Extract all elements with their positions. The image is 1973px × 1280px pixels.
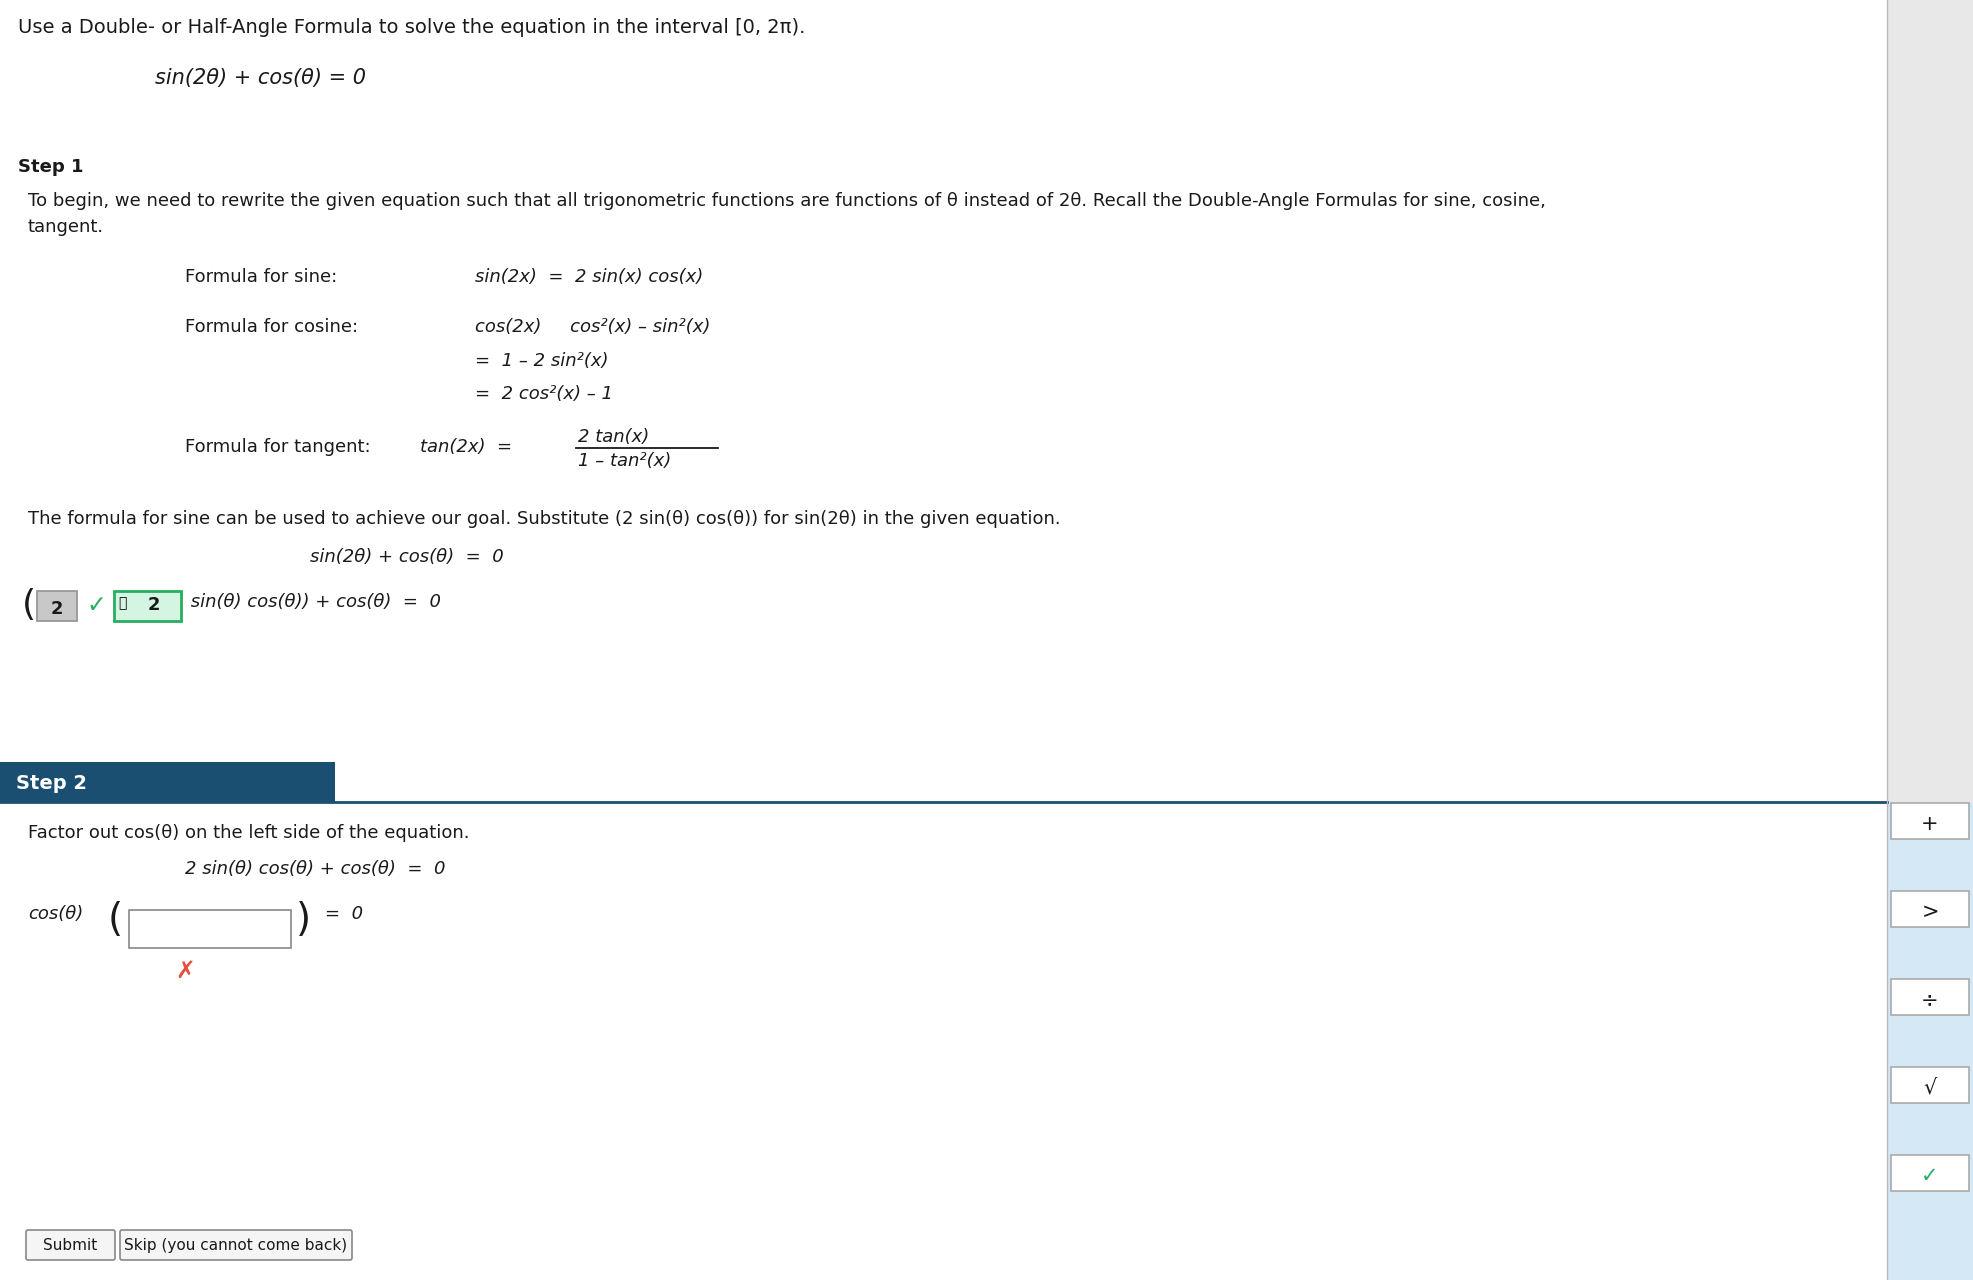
Text: sin(θ) cos(θ)) + cos(θ)  =  0: sin(θ) cos(θ)) + cos(θ) = 0 [185, 593, 440, 611]
FancyBboxPatch shape [114, 591, 182, 621]
FancyBboxPatch shape [1886, 803, 1973, 1280]
Text: 🔑: 🔑 [118, 596, 126, 611]
FancyBboxPatch shape [0, 803, 1886, 1280]
Text: =  0: = 0 [326, 905, 363, 923]
FancyBboxPatch shape [37, 591, 77, 621]
Text: 1 – tan²(x): 1 – tan²(x) [578, 452, 671, 470]
Text: tan(2x)  =: tan(2x) = [420, 438, 511, 456]
Text: 2 sin(θ) cos(θ) + cos(θ)  =  0: 2 sin(θ) cos(θ) + cos(θ) = 0 [185, 860, 446, 878]
FancyBboxPatch shape [1890, 803, 1967, 838]
Text: Formula for cosine:: Formula for cosine: [185, 317, 357, 335]
Text: ✓: ✓ [87, 593, 107, 617]
Text: Submit: Submit [43, 1238, 97, 1253]
FancyBboxPatch shape [120, 1230, 351, 1260]
FancyBboxPatch shape [1890, 1068, 1967, 1103]
Text: sin(2θ) + cos(θ)  =  0: sin(2θ) + cos(θ) = 0 [310, 548, 503, 566]
FancyBboxPatch shape [1886, 0, 1973, 803]
Text: Use a Double- or Half-Angle Formula to solve the equation in the interval [0, 2π: Use a Double- or Half-Angle Formula to s… [18, 18, 805, 37]
Text: ): ) [296, 901, 312, 940]
FancyBboxPatch shape [128, 910, 290, 948]
FancyBboxPatch shape [1890, 979, 1967, 1015]
FancyBboxPatch shape [1890, 891, 1967, 927]
Text: (: ( [22, 588, 36, 622]
Text: Skip (you cannot come back): Skip (you cannot come back) [124, 1238, 347, 1253]
Text: =  2 cos²(x) – 1: = 2 cos²(x) – 1 [475, 385, 614, 403]
FancyBboxPatch shape [26, 1230, 114, 1260]
Text: Step 1: Step 1 [18, 157, 83, 175]
Text: cos(2x)     cos²(x) – sin²(x): cos(2x) cos²(x) – sin²(x) [475, 317, 710, 335]
Text: ✓: ✓ [1920, 1166, 1937, 1187]
Text: Formula for sine:: Formula for sine: [185, 268, 337, 285]
Text: Step 2: Step 2 [16, 774, 87, 794]
Text: To begin, we need to rewrite the given equation such that all trigonometric func: To begin, we need to rewrite the given e… [28, 192, 1545, 210]
Text: =  1 – 2 sin²(x): = 1 – 2 sin²(x) [475, 352, 608, 370]
Text: 2: 2 [148, 596, 160, 614]
Text: >: > [1920, 902, 1937, 922]
Text: cos(θ): cos(θ) [28, 905, 83, 923]
Text: √: √ [1922, 1078, 1936, 1098]
Text: Formula for tangent:: Formula for tangent: [185, 438, 371, 456]
Text: +: + [1920, 814, 1937, 835]
Text: ✗: ✗ [176, 959, 195, 983]
Text: Factor out cos(θ) on the left side of the equation.: Factor out cos(θ) on the left side of th… [28, 824, 470, 842]
Text: sin(2θ) + cos(θ) = 0: sin(2θ) + cos(θ) = 0 [156, 68, 365, 88]
Text: The formula for sine can be used to achieve our goal. Substitute (2 sin(θ) cos(θ: The formula for sine can be used to achi… [28, 509, 1060, 527]
FancyBboxPatch shape [0, 762, 335, 803]
Text: tangent.: tangent. [28, 218, 105, 236]
Text: (: ( [109, 901, 122, 940]
Text: sin(2x)  =  2 sin(x) cos(x): sin(2x) = 2 sin(x) cos(x) [475, 268, 702, 285]
Text: ÷: ÷ [1920, 989, 1937, 1010]
Text: 2 tan(x): 2 tan(x) [578, 428, 649, 445]
FancyBboxPatch shape [1890, 1155, 1967, 1190]
Text: 2: 2 [51, 600, 63, 618]
